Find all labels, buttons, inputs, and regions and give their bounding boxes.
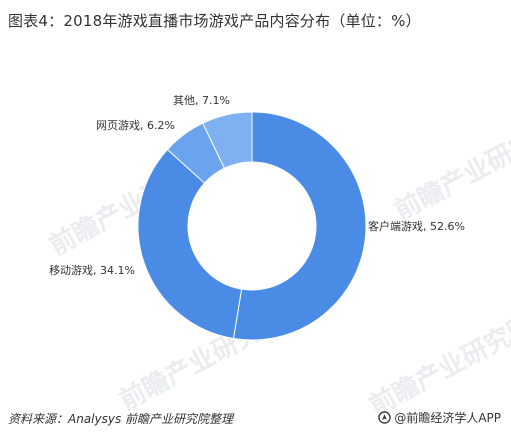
slice-label-3: 网页游戏, 6.2% (96, 119, 175, 132)
slice-label-1: 客户端游戏, 52.6% (368, 219, 465, 233)
brand-credit: @前瞻经济学人APP (378, 409, 501, 426)
donut-labels: 客户端游戏, 52.6% 移动游戏, 34.1% 网页游戏, 6.2% 其他, 7.1… (49, 94, 465, 277)
donut-slices (137, 111, 367, 341)
slice-2 (137, 148, 243, 340)
slice-4 (202, 111, 253, 169)
slice-1 (232, 111, 367, 341)
brand-label: @前瞻经济学人APP (394, 411, 501, 425)
source-note: 资料来源：Analysys 前瞻产业研究院整理 (8, 412, 234, 426)
slice-label-2: 移动游戏, 34.1% (49, 264, 135, 277)
chart-title: 图表4：2018年游戏直播市场游戏产品内容分布（单位：%） (8, 12, 421, 30)
brand-logo-icon (378, 411, 392, 424)
slice-label-4: 其他, 7.1% (173, 94, 230, 107)
